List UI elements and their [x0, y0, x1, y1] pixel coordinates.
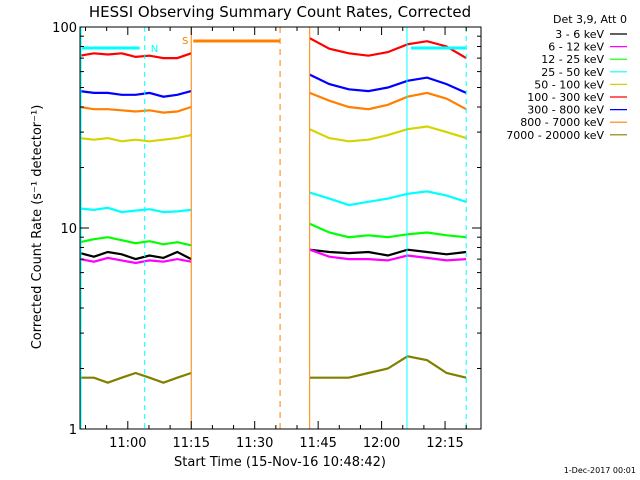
series-line-3-6-kev-2: [309, 248, 467, 257]
series-line-7000-20000-kev-1: [80, 371, 192, 384]
y-axis-label: Corrected Count Rate (s⁻¹ detector⁻¹): [30, 105, 45, 350]
y-tick-label: 10: [60, 222, 77, 237]
series-line-6-12-kev-1: [79, 256, 192, 265]
series-line-300-800-kev-2: [309, 73, 467, 94]
night-flag-label: N: [151, 44, 158, 55]
saa-flag-label: S: [182, 36, 188, 47]
legend-label-3-6-kev: 3 - 6 keV: [555, 28, 604, 41]
x-tick-label: 11:45: [299, 436, 336, 451]
x-tick-label: 12:00: [363, 436, 400, 451]
legend-label-800-7000-kev: 800 - 7000 keV: [520, 116, 604, 129]
chart-title: HESSI Observing Summary Count Rates, Cor…: [89, 3, 471, 21]
x-tick-label: 11:00: [109, 436, 146, 451]
legend-label-300-800-kev: 300 - 800 keV: [527, 104, 604, 117]
series-line-3-6-kev-1: [79, 250, 192, 261]
legend-label-12-25-kev: 12 - 25 keV: [541, 53, 604, 66]
series-line-12-25-kev-1: [79, 236, 192, 247]
series-line-100-300-kev-1: [79, 52, 192, 60]
series-line-25-50-kev-2: [309, 190, 467, 207]
legend-label-100-300-kev: 100 - 300 keV: [527, 91, 604, 104]
legend-label-7000-20000-kev: 7000 - 20000 keV: [506, 129, 604, 142]
legend-label-25-50-kev: 25 - 50 keV: [541, 66, 604, 79]
series-line-300-800-kev-1: [79, 90, 192, 98]
series-line-7000-20000-kev-2: [309, 355, 467, 379]
series-line-50-100-kev-1: [79, 134, 192, 143]
observing-flags: NS: [80, 27, 467, 429]
x-axis-label: Start Time (15-Nov-16 10:48:42): [174, 455, 386, 470]
x-tick-label: 11:30: [236, 436, 273, 451]
axes: 11:00 11:15 11:30 11:45 12:00 12:15 1 10 100: [52, 21, 482, 451]
series-line-25-50-kev-1: [79, 206, 192, 214]
legend-label-50-100-kev: 50 - 100 keV: [534, 78, 604, 91]
series-line-800-7000-kev-2: [309, 91, 467, 111]
series-line-800-7000-kev-1: [79, 105, 192, 114]
series-line-50-100-kev-2: [309, 125, 467, 143]
series-line-12-25-kev-2: [309, 222, 467, 239]
y-tick-label: 100: [52, 21, 77, 36]
x-tick-label: 11:15: [173, 436, 210, 451]
y-tick-label: 1: [69, 423, 77, 438]
plot-area: [79, 37, 467, 384]
series-line-100-300-kev-2: [309, 37, 467, 60]
legend-title: Det 3,9, Att 0: [553, 13, 627, 26]
x-tick-label: 12:15: [426, 436, 463, 451]
legend-label-6-12-kev: 6 - 12 keV: [548, 41, 604, 54]
series-line-6-12-kev-2: [309, 248, 467, 262]
footer-date: 1-Dec-2017 00:01: [564, 466, 636, 475]
